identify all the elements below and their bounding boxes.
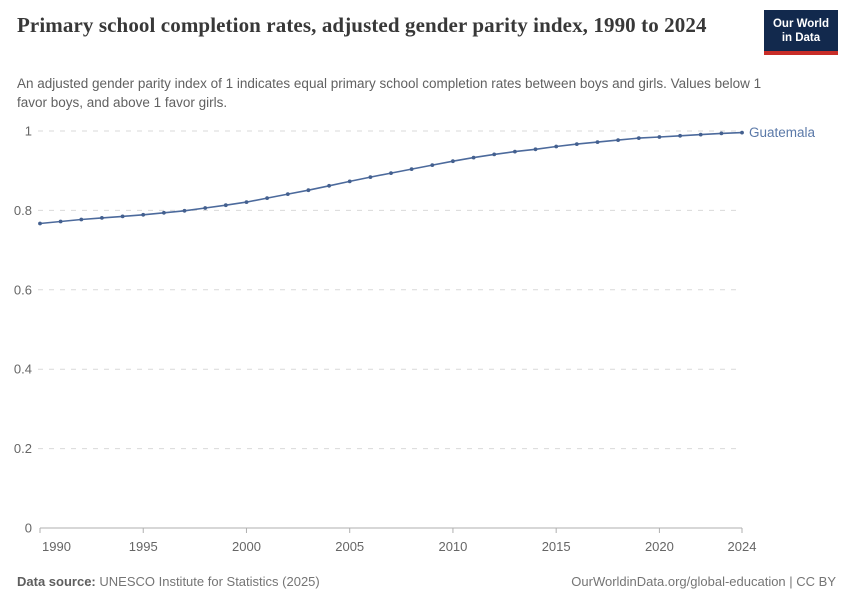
data-source-text: UNESCO Institute for Statistics (2025) bbox=[99, 574, 320, 589]
owid-logo[interactable]: Our World in Data bbox=[763, 10, 838, 55]
x-tick-label: 2024 bbox=[728, 539, 757, 554]
data-point bbox=[657, 135, 662, 139]
y-tick-label: 0.8 bbox=[14, 203, 32, 218]
line-chart: 0 0.2 0.4 0.6 0.8 1 1990 1995 2000 2005 2010 2015 20… bbox=[14, 124, 816, 555]
data-point bbox=[244, 200, 249, 204]
data-point bbox=[120, 214, 125, 219]
data-point bbox=[616, 138, 620, 142]
data-point bbox=[389, 171, 393, 175]
data-point bbox=[554, 144, 559, 149]
x-tick-label: 2000 bbox=[232, 539, 261, 554]
x-tick-label: 2020 bbox=[645, 539, 674, 554]
y-tick-label: 0 bbox=[25, 521, 32, 536]
data-point bbox=[740, 130, 744, 135]
data-point bbox=[533, 147, 538, 152]
chart-footer: Data source: UNESCO Institute for Statis… bbox=[17, 574, 836, 589]
data-point bbox=[595, 140, 600, 144]
owid-logo-line2: in Data bbox=[781, 32, 821, 45]
series-end-label: Guatemala bbox=[749, 125, 816, 140]
data-point bbox=[162, 210, 166, 215]
x-tick-label: 1995 bbox=[129, 539, 158, 554]
chart-area: 0 0.2 0.4 0.6 0.8 1 1990 1995 2000 2005 2010 2015 20… bbox=[0, 110, 850, 565]
data-point bbox=[719, 131, 724, 136]
data-point bbox=[58, 219, 63, 224]
data-line bbox=[39, 131, 743, 225]
y-tick-label: 0.4 bbox=[14, 362, 32, 377]
data-point bbox=[430, 163, 435, 167]
credit-link[interactable]: OurWorldinData.org/global-education | CC… bbox=[571, 574, 836, 589]
data-point bbox=[409, 167, 414, 171]
data-point bbox=[513, 149, 517, 154]
data-point bbox=[636, 136, 641, 140]
data-point bbox=[100, 216, 104, 220]
data-point bbox=[285, 192, 290, 196]
x-tick-label: 1990 bbox=[42, 539, 71, 554]
data-point bbox=[223, 203, 228, 208]
data-source-label: Data source: bbox=[17, 574, 96, 589]
data-point bbox=[451, 159, 455, 164]
y-tick-label: 1 bbox=[25, 124, 32, 139]
data-point bbox=[79, 217, 84, 222]
data-point bbox=[678, 133, 682, 138]
data-point bbox=[698, 132, 703, 137]
data-point bbox=[38, 221, 42, 226]
page-title: Primary school completion rates, adjuste… bbox=[17, 13, 707, 37]
data-point bbox=[182, 208, 187, 213]
data-point bbox=[265, 196, 269, 200]
data-source: Data source: UNESCO Institute for Statis… bbox=[17, 574, 320, 589]
data-point bbox=[327, 183, 331, 188]
x-tick-label: 2005 bbox=[335, 539, 364, 554]
x-tick-label: 2010 bbox=[438, 539, 467, 554]
data-point bbox=[141, 212, 146, 217]
data-point bbox=[492, 152, 497, 157]
data-point bbox=[368, 175, 373, 179]
data-point bbox=[203, 206, 208, 210]
y-tick-label: 0.6 bbox=[14, 282, 32, 297]
x-tick-label: 2015 bbox=[542, 539, 571, 554]
y-tick-label: 0.2 bbox=[14, 441, 32, 456]
data-point bbox=[471, 155, 476, 160]
owid-logo-line1: Our World bbox=[772, 18, 829, 30]
data-point bbox=[306, 188, 311, 193]
chart-subtitle: An adjusted gender parity index of 1 ind… bbox=[17, 76, 762, 111]
data-point bbox=[574, 142, 579, 146]
data-point bbox=[347, 179, 352, 184]
